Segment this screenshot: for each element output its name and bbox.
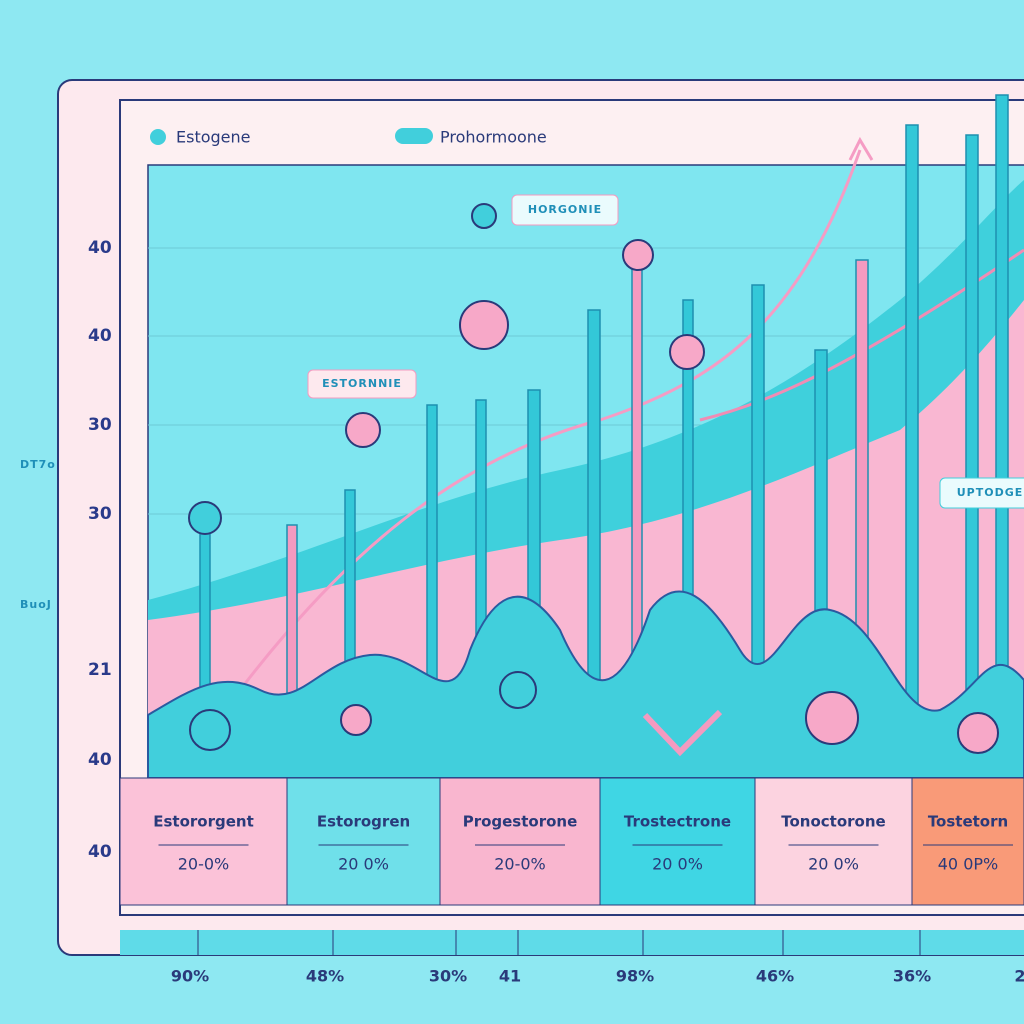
symbol [345,412,381,448]
symbol [188,501,222,535]
card [599,777,756,906]
card [754,777,913,906]
callout-box [307,369,417,399]
bottom-label: 30% [429,967,467,986]
bottom-label: 46% [756,967,794,986]
legend-swatch [150,129,166,145]
axis-label: 40 [88,238,112,258]
bottom-strip [120,930,1024,955]
symbol [471,203,497,229]
card-value: 20 0% [808,855,859,874]
arrow-head [848,136,874,161]
callout-text: UPTODGE [957,486,1024,499]
card-title: Tonoctorone [781,813,885,831]
bottom-label: 41 [499,967,521,986]
card [911,777,1024,906]
card-title: Trostectrone [624,813,731,831]
symbol [459,300,509,350]
symbol [622,239,654,271]
symbol [669,334,705,370]
bottom-label: 98% [616,967,654,986]
symbols [188,203,999,757]
card-value: 20 0% [338,855,389,874]
card-title: Tostetorn [928,813,1008,831]
bottom-label: 90% [171,967,209,986]
card-title: Progestorone [463,813,578,831]
axis-label: 21 [88,660,112,680]
card-value: 20 0% [652,855,703,874]
side-label: DT7o [20,458,56,471]
callout-text: ESTORNNIE [322,377,402,390]
check-mark [642,709,723,757]
bottom-label: 2 [1014,967,1024,986]
callout-box [511,194,619,226]
axis-label: 30 [88,415,112,435]
axis-label: 30 [88,504,112,524]
card-value: 20-0% [178,855,230,874]
card-value: 20-0% [494,855,546,874]
card-value: 40 0P% [938,855,998,874]
side-label: BuoJ [20,598,52,611]
axis-label: 40 [88,750,112,770]
card-title: Estororgent [153,813,254,831]
bottom-label: 48% [306,967,344,986]
card [286,777,441,906]
trend-line [699,248,1024,422]
symbol [189,709,231,751]
symbol [957,712,999,754]
legend-label: Prohormoone [440,128,547,147]
texts: Estogene Prohormoone 40 40 30 30 21 40 40 DT7o Buo… [20,128,1024,986]
cards: Estororgent 20-0% Estorogren 20 0% Progestor… [119,777,1024,906]
axis-label: 40 [88,326,112,346]
symbol [499,671,537,709]
legend-label: Estogene [176,128,251,147]
card [439,777,601,906]
symbol [340,704,372,736]
callout-box [939,477,1024,509]
symbol [805,691,859,745]
card [119,777,288,906]
bottom-label: 36% [893,967,931,986]
callout-text: HORGONIE [528,203,602,216]
axis-label: 40 [88,842,112,862]
card-title: Estorogren [317,813,410,831]
legend-swatch [395,128,433,144]
bar [905,124,919,779]
